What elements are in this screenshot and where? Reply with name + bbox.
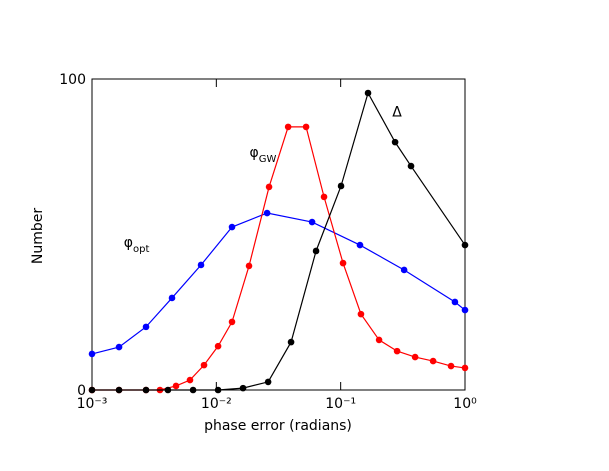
x-tick-label: 10⁰ — [453, 396, 477, 412]
data-point — [264, 378, 272, 386]
data-point — [357, 310, 365, 318]
data-point — [411, 353, 419, 361]
data-point — [461, 306, 469, 314]
data-point — [142, 386, 150, 394]
data-point — [115, 386, 123, 394]
data-point — [228, 223, 236, 231]
annotation: φGW — [250, 145, 277, 165]
data-point — [164, 386, 172, 394]
data-point — [245, 262, 253, 270]
x-tick-label: 10⁻² — [201, 396, 232, 412]
data-point — [461, 241, 469, 249]
data-point — [339, 259, 347, 267]
data-point — [189, 386, 197, 394]
series-line — [91, 212, 466, 355]
data-point — [284, 123, 292, 131]
data-point — [228, 318, 236, 326]
annotation-text: Δ — [392, 104, 402, 120]
data-point — [400, 266, 408, 274]
annotation-text: φ — [250, 145, 259, 161]
data-point — [364, 89, 372, 97]
data-point — [337, 182, 345, 190]
data-point — [263, 209, 271, 217]
y-axis-label: Number — [30, 208, 46, 264]
series-line — [92, 91, 466, 391]
data-point — [393, 347, 401, 355]
data-point — [391, 138, 399, 146]
data-point — [429, 357, 437, 365]
annotation-subscript: opt — [133, 244, 149, 255]
data-point — [172, 382, 180, 390]
data-point — [375, 336, 383, 344]
data-point — [287, 338, 295, 346]
data-point — [186, 376, 194, 384]
data-point — [214, 386, 222, 394]
annotation: φopt — [124, 235, 150, 255]
data-point — [168, 294, 176, 302]
data-point — [356, 241, 364, 249]
y-tick-label: 0 — [77, 383, 86, 399]
data-point — [214, 342, 222, 350]
annotation-subscript: GW — [259, 154, 277, 165]
data-point — [461, 364, 469, 372]
data-point — [447, 362, 455, 370]
data-point — [88, 350, 96, 358]
data-point — [197, 261, 205, 269]
data-point — [302, 123, 310, 131]
data-point — [320, 193, 328, 201]
data-point — [407, 162, 415, 170]
data-point — [142, 323, 150, 331]
data-point — [308, 218, 316, 226]
annotation: Δ — [392, 104, 402, 120]
y-tick-label: 100 — [59, 72, 86, 88]
data-point — [265, 183, 273, 191]
data-point — [115, 343, 123, 351]
annotation-text: φ — [124, 235, 133, 251]
x-axis-label: phase error (radians) — [204, 418, 352, 434]
x-tick-label: 10⁻³ — [77, 396, 108, 412]
plot-frame — [91, 78, 466, 391]
data-point — [239, 384, 247, 392]
data-point — [200, 361, 208, 369]
data-point — [451, 298, 459, 306]
x-tick-label: 10⁻¹ — [325, 396, 356, 412]
data-point — [88, 386, 96, 394]
data-point — [312, 247, 320, 255]
